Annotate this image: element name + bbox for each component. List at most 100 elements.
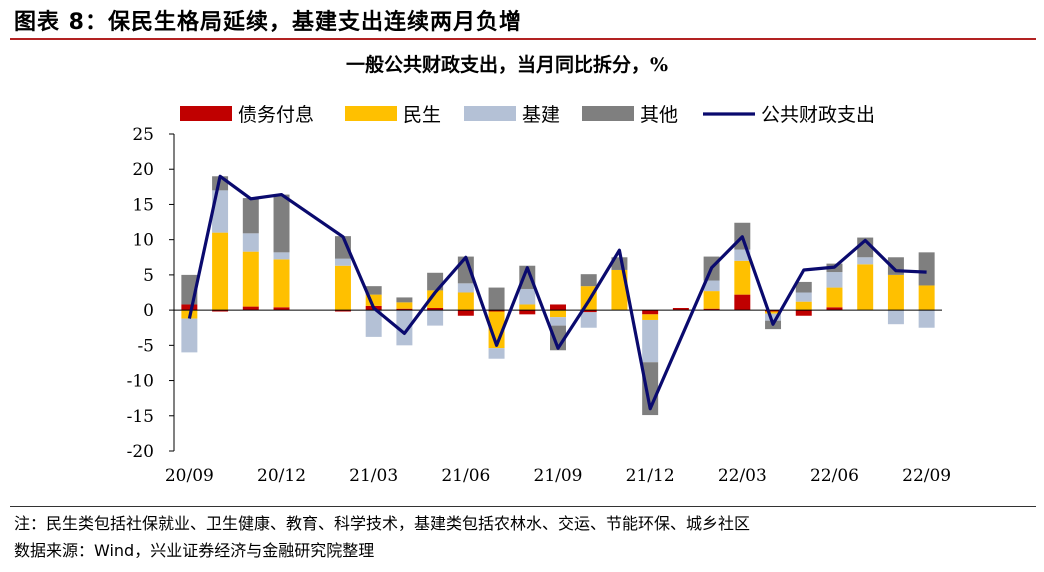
- bar-infrastructure: [457, 283, 474, 293]
- x-tick-label: 21/09: [534, 466, 583, 486]
- legend-item-livelihood: 民生: [345, 104, 441, 126]
- bar-livelihood: [857, 264, 874, 311]
- bottom-rule: [10, 506, 1036, 507]
- bar-other: [795, 281, 812, 293]
- bar-debt: [488, 310, 505, 312]
- bar-other: [365, 286, 382, 295]
- bar-infrastructure: [826, 272, 843, 288]
- bar-infrastructure: [765, 313, 782, 321]
- bar-livelihood: [765, 311, 782, 314]
- bar-debt: [519, 310, 536, 315]
- bar-other: [334, 236, 351, 259]
- bar-debt: [427, 307, 444, 311]
- legend-swatch-infrastructure: [464, 106, 516, 121]
- legend-label-other: 其他: [640, 104, 678, 126]
- bar-other: [273, 194, 290, 253]
- bar-infrastructure: [181, 318, 198, 353]
- bar-infrastructure: [703, 280, 720, 292]
- bar-debt: [672, 307, 689, 311]
- bar-infrastructure: [550, 317, 566, 326]
- bar-livelihood: [703, 291, 720, 309]
- x-tick-label: 22/06: [810, 466, 859, 486]
- x-tick-label: 21/12: [626, 466, 675, 486]
- bar-other: [918, 252, 935, 286]
- bar-other: [488, 287, 505, 311]
- bar-livelihood: [396, 302, 413, 309]
- legend-label-livelihood: 民生: [403, 104, 441, 126]
- bar-livelihood: [642, 314, 659, 320]
- bar-livelihood: [212, 232, 229, 311]
- bar-other: [519, 265, 536, 289]
- bar-livelihood: [550, 310, 566, 318]
- x-tick-label: 22/03: [718, 466, 767, 486]
- bar-livelihood: [611, 269, 628, 311]
- bar-debt: [212, 310, 229, 312]
- source-note: 数据来源：Wind，兴业证券经济与金融研究院整理: [14, 541, 375, 560]
- bar-infrastructure: [427, 310, 444, 326]
- bar-infrastructure: [642, 319, 659, 363]
- bar-infrastructure: [795, 292, 812, 302]
- x-tick-label: 20/09: [165, 466, 214, 486]
- legend-swatch-debt: [180, 106, 232, 121]
- bar-infrastructure: [580, 312, 597, 328]
- bar-livelihood: [242, 251, 259, 307]
- x-tick-label: 21/06: [441, 466, 490, 486]
- bar-infrastructure: [734, 249, 751, 261]
- bar-livelihood: [826, 287, 843, 308]
- bar-livelihood: [334, 265, 351, 311]
- bars: [181, 176, 935, 416]
- bar-livelihood: [273, 259, 290, 308]
- legend-item-other: 其他: [582, 104, 678, 126]
- bar-debt: [242, 306, 259, 311]
- chart-title: 一般公共财政支出，当月同比拆分，%: [346, 53, 668, 76]
- y-tick-label: 20: [132, 160, 154, 180]
- bar-livelihood: [427, 290, 444, 308]
- y-tick-label: -5: [137, 336, 154, 356]
- bar-infrastructure: [488, 348, 505, 359]
- bar-infrastructure: [334, 258, 351, 266]
- bar-debt: [273, 307, 290, 311]
- bar-debt: [396, 308, 413, 311]
- x-axis: 20/09 20/12 21/03 21/06 21/09 21/12 22/03 22/06…: [165, 466, 951, 486]
- bar-livelihood: [457, 292, 474, 311]
- figure-title: 图表 8：保民生格局延续，基建支出连续两月负增: [14, 10, 522, 35]
- bar-livelihood: [918, 285, 935, 311]
- bar-infrastructure: [918, 310, 935, 328]
- series-line-total: [187, 174, 927, 411]
- legend-item-debt: 债务付息: [180, 104, 314, 126]
- stacked-bar-line-chart: 一般公共财政支出，当月同比拆分，% 债务付息 民生 基建 其他 公共财政支出 25 20 1…: [127, 53, 952, 486]
- x-tick-label: 22/09: [902, 466, 951, 486]
- bar-infrastructure: [857, 257, 874, 265]
- legend-item-infrastructure: 基建: [464, 104, 560, 126]
- y-tick-label: -10: [127, 372, 154, 392]
- y-tick-label: 25: [132, 125, 154, 145]
- bar-livelihood: [519, 304, 536, 311]
- y-axis: 25 20 15 10 5 0 -5 -10 -15 -20: [127, 125, 175, 462]
- y-tick-label: 0: [143, 301, 154, 321]
- bar-other: [242, 198, 259, 234]
- bar-infrastructure: [242, 233, 259, 252]
- legend: 债务付息 民生 基建 其他 公共财政支出: [180, 104, 875, 126]
- x-tick-label: 21/03: [349, 466, 398, 486]
- x-tick-label: 20/12: [257, 466, 306, 486]
- legend-label-infrastructure: 基建: [522, 104, 560, 126]
- bar-livelihood: [734, 260, 751, 295]
- legend-label-debt: 债务付息: [238, 104, 314, 126]
- legend-swatch-other: [582, 106, 634, 121]
- bar-debt: [642, 310, 659, 315]
- y-tick-label: 15: [132, 195, 154, 215]
- bar-debt: [795, 310, 812, 316]
- bar-infrastructure: [519, 288, 536, 305]
- bar-other: [580, 274, 597, 287]
- bar-debt: [457, 310, 474, 316]
- y-tick-label: 5: [143, 266, 154, 286]
- bar-infrastructure: [887, 310, 904, 325]
- total-line: [187, 174, 927, 411]
- y-tick-label: -15: [127, 407, 154, 427]
- y-tick-label: -20: [127, 442, 154, 462]
- title-rule: [10, 38, 1036, 40]
- y-tick-label: 10: [132, 231, 154, 251]
- legend-swatch-livelihood: [345, 106, 397, 121]
- bar-debt: [765, 310, 782, 312]
- legend-label-total: 公共财政支出: [761, 104, 875, 126]
